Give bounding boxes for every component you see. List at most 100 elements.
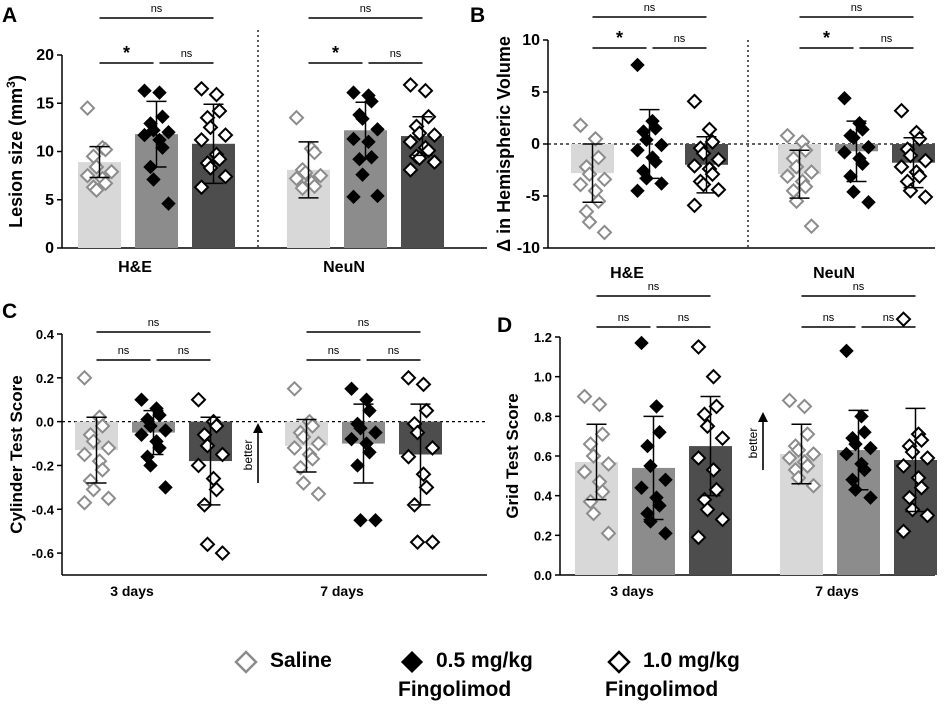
group-label: H&E bbox=[118, 259, 152, 276]
data-point bbox=[346, 85, 361, 100]
data-point bbox=[100, 490, 117, 507]
legend-item-low-dose: 0.5 mg/kg Fingolimod bbox=[398, 646, 533, 704]
data-point bbox=[799, 458, 816, 474]
data-point bbox=[88, 182, 105, 199]
data-point bbox=[352, 152, 367, 167]
y-axis-label: Δ in Hemispheric Volume bbox=[494, 36, 514, 252]
y-tick-label: 1.2 bbox=[534, 330, 552, 345]
data-point bbox=[199, 536, 216, 553]
data-point bbox=[94, 418, 111, 434]
data-point bbox=[572, 176, 589, 193]
data-point bbox=[846, 184, 861, 200]
data-point bbox=[193, 132, 210, 148]
open-diamond-black-icon bbox=[607, 650, 631, 674]
data-point bbox=[640, 438, 655, 454]
data-point bbox=[344, 431, 359, 447]
significance-label: * bbox=[123, 43, 130, 63]
data-point bbox=[418, 479, 435, 496]
y-tick-label: 0.6 bbox=[534, 449, 552, 464]
data-point bbox=[855, 156, 870, 171]
data-point bbox=[146, 172, 161, 187]
data-point bbox=[310, 486, 327, 502]
data-point bbox=[415, 466, 432, 483]
group-label: H&E bbox=[610, 265, 644, 282]
data-point bbox=[306, 144, 323, 161]
data-point bbox=[362, 403, 377, 418]
significance-label: ns bbox=[148, 317, 160, 329]
data-point bbox=[587, 130, 604, 147]
data-point bbox=[310, 435, 327, 452]
data-point bbox=[591, 396, 608, 413]
data-point bbox=[158, 423, 173, 438]
significance-label: ns bbox=[618, 312, 630, 324]
data-point bbox=[648, 121, 663, 136]
data-point bbox=[353, 513, 368, 528]
data-point bbox=[686, 93, 703, 110]
group-label: 3 days bbox=[110, 583, 154, 599]
data-point bbox=[837, 145, 852, 160]
data-point bbox=[630, 183, 645, 199]
data-point bbox=[211, 103, 228, 119]
data-point bbox=[805, 446, 822, 462]
data-point bbox=[803, 218, 820, 235]
data-point bbox=[911, 168, 928, 185]
y-tick-label: 5 bbox=[531, 84, 540, 101]
data-point bbox=[402, 161, 419, 178]
data-point bbox=[370, 122, 385, 137]
y-tick-label: 0.2 bbox=[36, 371, 54, 386]
data-point bbox=[690, 450, 707, 466]
data-point bbox=[690, 529, 707, 546]
data-point bbox=[418, 402, 435, 419]
panel-letter: C bbox=[2, 300, 17, 323]
data-point bbox=[895, 458, 912, 474]
data-point bbox=[594, 426, 611, 443]
data-point bbox=[100, 440, 117, 456]
data-point bbox=[400, 448, 417, 465]
data-point bbox=[596, 171, 613, 188]
data-point bbox=[919, 450, 936, 466]
y-axis-label: Cylinder Test Score bbox=[7, 375, 26, 533]
data-point bbox=[193, 80, 210, 97]
data-point bbox=[843, 169, 858, 184]
data-point bbox=[155, 140, 170, 155]
data-point bbox=[799, 426, 816, 443]
y-tick-label: 0.0 bbox=[36, 415, 54, 430]
data-point bbox=[582, 436, 599, 453]
data-point bbox=[415, 376, 432, 393]
significance-label: ns bbox=[151, 3, 163, 15]
data-point bbox=[654, 176, 669, 191]
y-tick-label: 10 bbox=[36, 144, 54, 161]
y-tick-label: 1.0 bbox=[534, 370, 552, 385]
data-point bbox=[630, 57, 645, 73]
data-point bbox=[600, 456, 617, 472]
significance-label: ns bbox=[678, 312, 690, 324]
data-point bbox=[572, 117, 589, 134]
data-point bbox=[158, 480, 173, 495]
data-point bbox=[288, 170, 305, 187]
data-point bbox=[295, 475, 312, 491]
data-point bbox=[190, 457, 207, 474]
data-point bbox=[350, 458, 365, 473]
data-point bbox=[143, 458, 158, 473]
better-label: better bbox=[746, 428, 760, 459]
data-point bbox=[76, 446, 93, 463]
data-point bbox=[214, 545, 231, 562]
data-point bbox=[426, 127, 443, 144]
y-tick-label: -10 bbox=[517, 240, 540, 257]
data-point bbox=[658, 526, 673, 541]
significance-label: ns bbox=[181, 48, 193, 60]
data-point bbox=[402, 133, 419, 150]
data-point bbox=[161, 124, 176, 140]
y-tick-label: -0.2 bbox=[32, 458, 54, 473]
data-point bbox=[649, 399, 664, 414]
y-tick-label: 15 bbox=[36, 95, 54, 112]
filled-diamond-black-icon bbox=[400, 650, 424, 674]
y-label-part: ) bbox=[6, 75, 26, 81]
significance-label: * bbox=[823, 28, 830, 48]
panel-letter: D bbox=[497, 314, 512, 337]
significance-label: ns bbox=[358, 317, 370, 329]
legend-label-high-dose-line2: Fingolimod bbox=[605, 678, 719, 701]
data-point bbox=[652, 424, 667, 440]
data-point bbox=[286, 440, 303, 456]
